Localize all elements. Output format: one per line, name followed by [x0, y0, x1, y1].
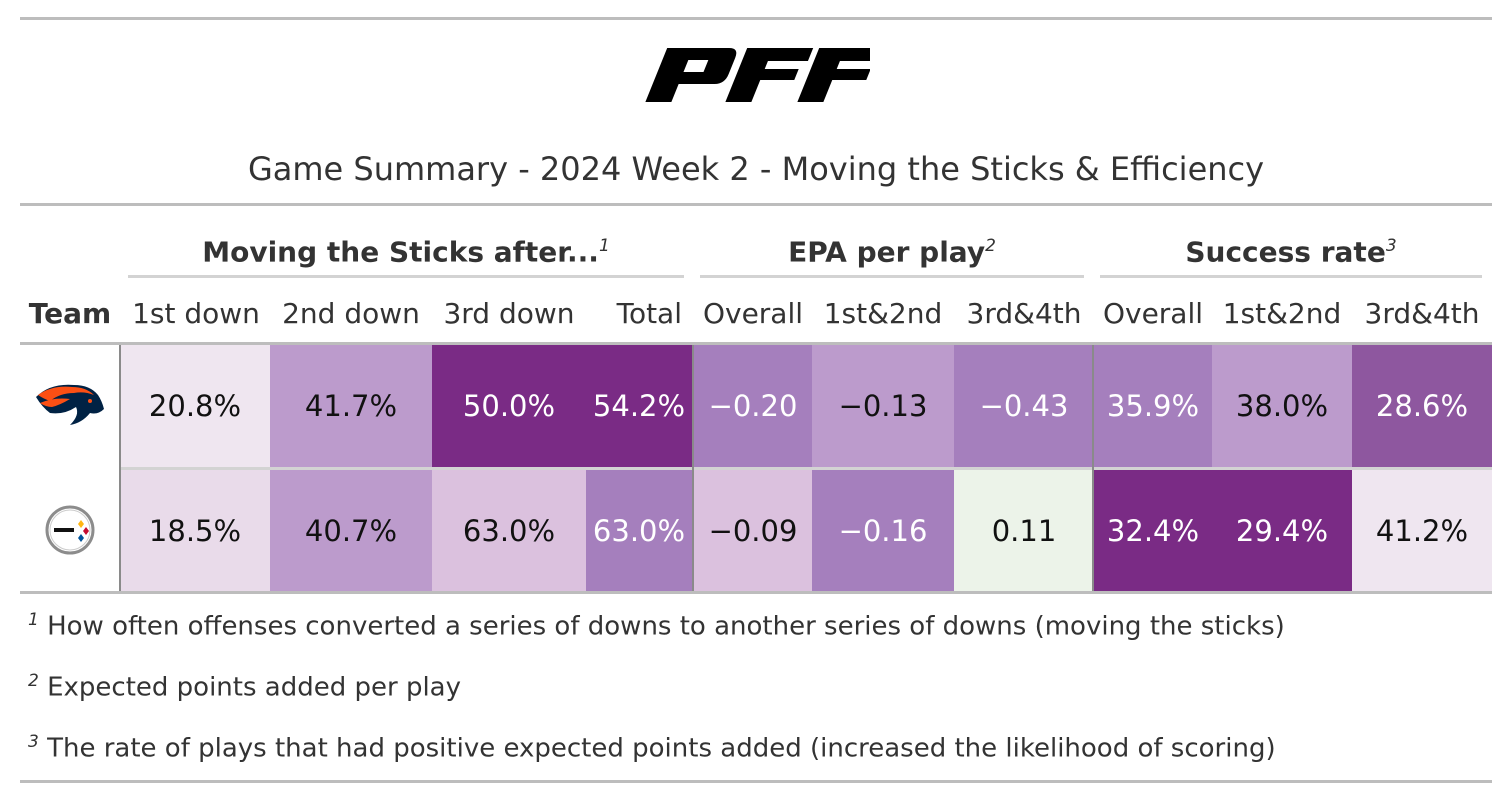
column-group-separator: [1092, 345, 1094, 592]
table-cell: 63.0%: [432, 470, 586, 592]
table-cell: 20.8%: [120, 345, 270, 467]
footnote-mark: 1: [598, 236, 610, 256]
footnote-mark: 2: [28, 671, 39, 691]
column-header: 2nd down: [282, 297, 420, 330]
column-header: 3rd&4th: [966, 297, 1082, 330]
footnote-text: Expected points added per play: [47, 672, 461, 703]
footnote-text: How often offenses converted a series of…: [47, 611, 1285, 642]
spanner-label: EPA per play: [788, 235, 986, 269]
column-header: 1st&2nd: [1222, 297, 1342, 330]
table-cell: 40.7%: [270, 470, 432, 592]
spanner-epa: EPA per play2: [700, 222, 1084, 270]
spanner-underline: [1100, 275, 1482, 278]
footnote-mark: 3: [1385, 236, 1397, 256]
team-logo-cell: [20, 470, 120, 592]
table-title: Game Summary - 2024 Week 2 - Moving the …: [247, 150, 1265, 188]
spanner-underline: [700, 275, 1084, 278]
footnote-mark: 1: [28, 610, 39, 630]
row-divider: [120, 467, 1492, 470]
column-header: 1st down: [132, 297, 260, 330]
column-header-team: Team: [28, 297, 112, 330]
column-header: 3rd&4th: [1364, 297, 1480, 330]
footnote-text: The rate of plays that had positive expe…: [47, 733, 1276, 764]
pittsburgh-steelers-logo-icon: [45, 505, 95, 555]
header-rule: [20, 342, 1492, 345]
denver-broncos-logo-icon: [36, 384, 104, 425]
title-rule: [20, 203, 1492, 206]
table-cell: 54.2%: [586, 345, 692, 467]
column-header: Overall: [1102, 297, 1204, 330]
column-group-separator: [692, 345, 694, 592]
footnote-mark: 2: [985, 236, 996, 256]
table-row-broncos: 20.8% 41.7% 50.0% 54.2% −0.20 −0.13 −0.4…: [20, 345, 1492, 467]
table-cell: 29.4%: [1212, 470, 1352, 592]
spanner-moving-sticks: Moving the Sticks after...1: [128, 222, 684, 270]
team-logo-cell: [20, 345, 120, 467]
table-cell: 38.0%: [1212, 345, 1352, 467]
table-cell: 18.5%: [120, 470, 270, 592]
column-header: Overall: [702, 297, 804, 330]
footnote: 3 The rate of plays that had positive ex…: [28, 732, 1276, 764]
footnote: 2 Expected points added per play: [28, 671, 461, 703]
spanner-underline: [128, 275, 684, 278]
table-cell: 28.6%: [1352, 345, 1492, 467]
table-bottom-rule: [20, 591, 1492, 594]
table-cell: 0.11: [954, 470, 1094, 592]
table-row-steelers: 18.5% 40.7% 63.0% 63.0% −0.09 −0.16 0.11…: [20, 470, 1492, 592]
spanner-label: Moving the Sticks after...: [202, 235, 599, 269]
table-cell: 63.0%: [586, 470, 692, 592]
table-cell: −0.09: [694, 470, 812, 592]
table-cell: −0.43: [954, 345, 1094, 467]
spanner-success-rate: Success rate3: [1100, 222, 1482, 270]
spanner-label: Success rate: [1185, 235, 1386, 269]
bottom-rule: [20, 780, 1492, 783]
column-group-separator: [119, 345, 121, 592]
table-cell: 41.2%: [1352, 470, 1492, 592]
table-cell: −0.20: [694, 345, 812, 467]
column-header: 3rd down: [443, 297, 575, 330]
table-cell: 32.4%: [1094, 470, 1212, 592]
table-cell: −0.13: [812, 345, 954, 467]
table-cell: 35.9%: [1094, 345, 1212, 467]
table-cell: 41.7%: [270, 345, 432, 467]
table-cell: 50.0%: [432, 345, 586, 467]
table-cell: −0.16: [812, 470, 954, 592]
footnote: 1 How often offenses converted a series …: [28, 610, 1285, 642]
column-header: Total: [616, 297, 682, 330]
data-table: 20.8% 41.7% 50.0% 54.2% −0.20 −0.13 −0.4…: [20, 345, 1492, 592]
pff-logo: [645, 48, 870, 102]
column-header: 1st&2nd: [823, 297, 943, 330]
footnote-mark: 3: [28, 732, 39, 752]
top-rule: [20, 17, 1492, 20]
